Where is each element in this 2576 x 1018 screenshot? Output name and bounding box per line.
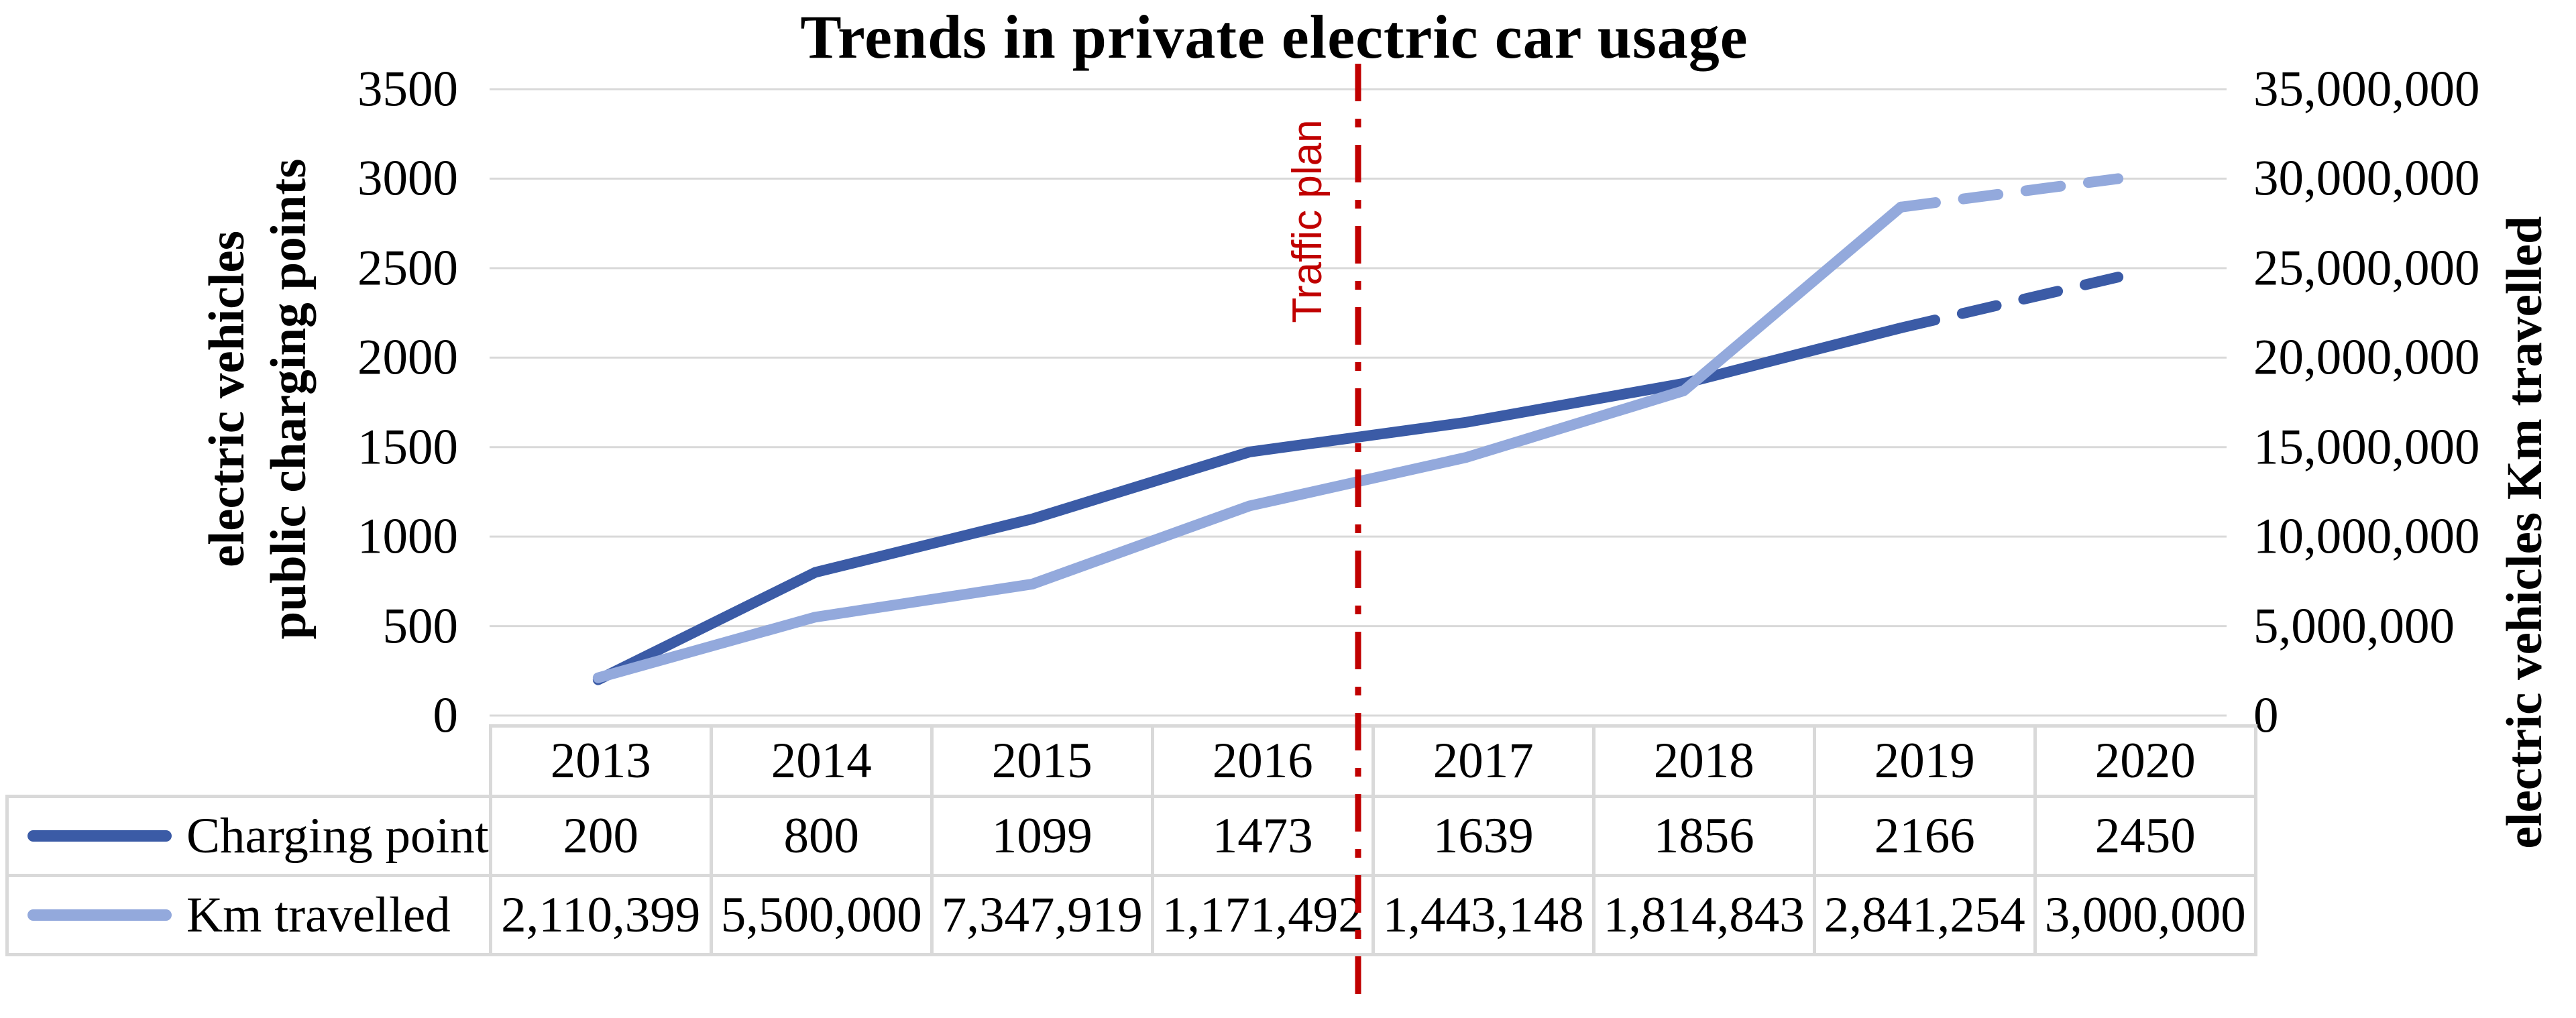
year-cell: 2013	[488, 724, 713, 798]
legend-item-charging-point: Charging point	[5, 795, 492, 877]
table-row-years: 2013 2014 2015 2016 2017 2018 2019 2020	[7, 724, 2257, 798]
left-axis-title: electric vehicles public charging points	[197, 64, 324, 734]
charging-point-value-cell: 2166	[1812, 795, 2037, 877]
charging-point-value-cell: 1639	[1371, 795, 1595, 877]
charging-point-value-cell: 1856	[1591, 795, 1816, 877]
left-axis-title-line1: electric vehicles	[199, 231, 255, 567]
left-axis-tick: 2500	[357, 240, 458, 296]
right-axis-tick: 35,000,000	[2253, 61, 2480, 117]
year-cell: 2016	[1150, 724, 1375, 798]
traffic-plan-label: Traffic plan	[1284, 119, 1331, 323]
right-axis-title: electric vehicles Km travelled	[2497, 216, 2553, 849]
right-axis-tick: 10,000,000	[2253, 508, 2480, 565]
km-travelled-line-swatch-icon	[27, 909, 172, 921]
left-axis-tick: 2000	[357, 329, 458, 386]
charging-point-value-cell: 1473	[1150, 795, 1375, 877]
table-row-charging-point: Charging point 200 800 1099 1473 1639 18…	[5, 795, 2257, 877]
right-axis-tick: 15,000,000	[2253, 419, 2480, 475]
year-cell: 2018	[1591, 724, 1816, 798]
charging-point-value-cell: 800	[709, 795, 934, 877]
km-travelled-value-cell: 3,000,000	[2033, 874, 2257, 956]
chart-title: Trends in private electric car usage	[800, 3, 1748, 71]
left-axis-tick: 3500	[357, 61, 458, 117]
year-cell: 2014	[709, 724, 934, 798]
legend-label-charging-point: Charging point	[186, 807, 489, 864]
data-table: 2013 2014 2015 2016 2017 2018 2019 2020 …	[5, 724, 2257, 956]
right-axis-tick: 30,000,000	[2253, 150, 2480, 207]
left-axis-tick: 3000	[357, 150, 458, 207]
right-axis-tick: 25,000,000	[2253, 240, 2480, 296]
km-travelled-value-cell: 1,171,492	[1150, 874, 1375, 956]
km-travelled-value-cell: 1,443,148	[1371, 874, 1595, 956]
right-axis-tick: 0	[2253, 687, 2279, 744]
left-axis-title-line2: public charging points	[261, 158, 317, 640]
km-travelled-value-cell: 2,110,399	[488, 874, 713, 956]
year-cell: 2015	[930, 724, 1154, 798]
right-axis-tick: 5,000,000	[2253, 598, 2455, 655]
year-cell: 2019	[1812, 724, 2037, 798]
legend-label-km-travelled: Km travelled	[186, 887, 451, 943]
km-travelled-value-cell: 7,347,919	[930, 874, 1154, 956]
year-cell: 2017	[1371, 724, 1595, 798]
left-axis-tick: 500	[382, 598, 459, 655]
charging-point-value-cell: 200	[488, 795, 713, 877]
km-travelled-value-cell: 1,814,843	[1591, 874, 1816, 956]
km-travelled-value-cell: 2,841,254	[1812, 874, 2037, 956]
left-axis-tick: 1500	[357, 419, 458, 475]
km-travelled-value-cell: 5,500,000	[709, 874, 934, 956]
year-cell: 2020	[2033, 724, 2257, 798]
left-axis-tick: 1000	[357, 508, 458, 565]
charging-point-value-cell: 1099	[930, 795, 1154, 877]
table-row-km-travelled: Km travelled 2,110,399 5,500,000 7,347,9…	[5, 874, 2257, 956]
right-axis-tick: 20,000,000	[2253, 329, 2480, 386]
table-corner-empty	[7, 726, 491, 797]
left-axis-tick: 0	[433, 687, 459, 744]
charging-point-value-cell: 2450	[2033, 795, 2257, 877]
charging-point-line-swatch-icon	[27, 830, 172, 842]
legend-item-km-travelled: Km travelled	[5, 874, 492, 956]
